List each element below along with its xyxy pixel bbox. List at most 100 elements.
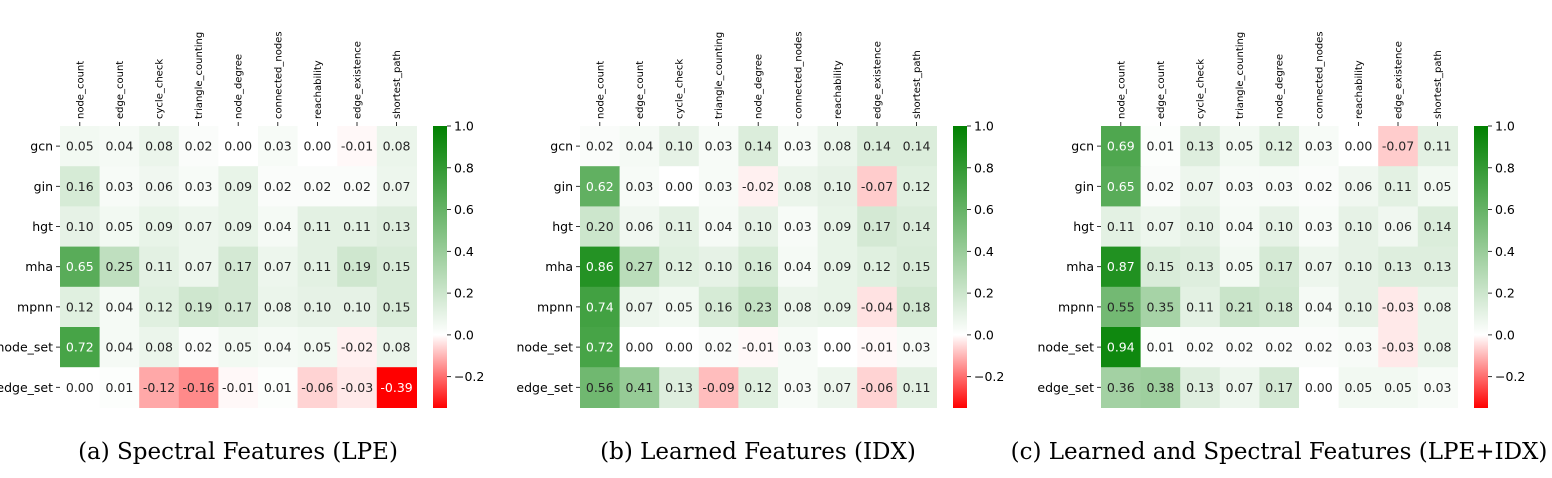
row-label: gin: [34, 179, 53, 194]
heatmap-cell: [738, 327, 779, 368]
column-label: shortest_path: [392, 50, 403, 119]
colorbar-tick-label: 0.0: [1495, 327, 1515, 342]
cell-value-label: 0.05: [1384, 380, 1412, 395]
caption-lpe: (a) Spectral Features (LPE): [78, 439, 398, 465]
cell-value-label: 0.09: [823, 219, 851, 234]
heatmap-cell: [1180, 286, 1221, 328]
cell-value-label: 0.09: [224, 179, 252, 194]
cell-value-label: 0.17: [1265, 259, 1293, 274]
heatmap-cell: [896, 126, 937, 167]
heatmap-cell: [1259, 367, 1300, 408]
cell-value-label: 0.07: [383, 179, 411, 194]
cell-value-label: 0.03: [784, 139, 812, 154]
cell-value-label: 0.35: [1146, 299, 1174, 314]
cell-value-label: 0.06: [1344, 179, 1372, 194]
heatmap-cell: [376, 286, 417, 328]
cell-value-label: 0.03: [625, 179, 653, 194]
cell-value-label: 0.02: [264, 179, 292, 194]
cell-value-label: 0.02: [185, 139, 213, 154]
heatmap-cell: [778, 206, 819, 248]
heatmap-cell: [1378, 246, 1419, 288]
heatmap-cell: [1140, 367, 1181, 408]
column-label: node_degree: [1275, 54, 1286, 119]
cell-value-label: 0.03: [1305, 139, 1333, 154]
heatmap-cell: [1378, 166, 1419, 207]
cell-value-label: 0.23: [744, 299, 772, 314]
cell-value-label: -0.06: [301, 380, 333, 395]
cell-value-label: 0.14: [903, 139, 931, 154]
cell-value-label: 0.10: [665, 139, 693, 154]
cell-value-label: 0.13: [1186, 259, 1214, 274]
heatmap-cell: [1180, 166, 1221, 207]
cell-value-label: 0.11: [145, 259, 173, 274]
cell-value-label: 0.09: [224, 219, 252, 234]
heatmap-panel-lpe: 0.05 0.04 0.08 0.02 0.00 0.03 0.00 -0.01 0.08 0.1…: [0, 31, 484, 408]
heatmap-cell: [376, 166, 417, 207]
cell-value-label: -0.02: [742, 179, 774, 194]
cell-value-label: 0.03: [264, 139, 292, 154]
cell-value-label: 0.02: [1146, 179, 1174, 194]
cell-value-label: 0.27: [625, 259, 653, 274]
heatmap-cell: [178, 367, 219, 408]
cell-value-label: 0.62: [586, 179, 614, 194]
cell-value-label: 0.08: [145, 139, 173, 154]
row-label: gcn: [30, 139, 53, 154]
heatmap-cell: [1259, 206, 1300, 248]
heatmap-cell: [1378, 286, 1419, 328]
cell-value-label: 0.65: [1107, 179, 1135, 194]
cell-value-label: 0.11: [665, 219, 693, 234]
row-label: mha: [545, 259, 573, 274]
heatmap-cell: [376, 367, 417, 408]
colorbar-tick-label: 0.2: [1495, 286, 1515, 301]
cell-value-label: 0.03: [705, 179, 733, 194]
colorbar-tick-label: 0.0: [974, 327, 994, 342]
heatmap-cell: [1259, 246, 1300, 288]
heatmap-cell: [1338, 246, 1379, 288]
cell-value-label: 0.08: [383, 340, 411, 355]
cell-value-label: 0.02: [586, 139, 614, 154]
cell-value-label: 0.18: [903, 299, 931, 314]
row-label: mpnn: [1058, 299, 1094, 314]
heatmap-cell: [1417, 327, 1458, 368]
heatmap-cell: [857, 327, 898, 368]
heatmap-cell: [1180, 327, 1221, 368]
heatmap-cell: [1259, 327, 1300, 368]
cell-value-label: 0.13: [1384, 259, 1412, 274]
colorbar-tick-label: 0.0: [454, 327, 474, 342]
row-label: mpnn: [537, 299, 573, 314]
heatmap-cell: [60, 166, 101, 207]
cell-value-label: 0.55: [1107, 299, 1135, 314]
heatmap-cell: [337, 126, 378, 167]
heatmap-cell: [1338, 367, 1379, 408]
column-label: edge_count: [635, 61, 646, 119]
heatmap-cell: [778, 327, 819, 368]
heatmap-cell: [218, 166, 259, 207]
heatmap-cell: [1101, 286, 1142, 328]
heatmap-cell: [139, 367, 180, 408]
cell-value-label: 0.08: [823, 139, 851, 154]
cell-value-label: 0.02: [1186, 340, 1214, 355]
heatmap-cell: [139, 286, 180, 328]
heatmap-cell: [1299, 327, 1340, 368]
cell-value-label: -0.01: [742, 340, 774, 355]
cell-value-label: 0.04: [1305, 299, 1333, 314]
cell-value-label: 0.20: [586, 219, 614, 234]
cell-value-label: 0.01: [1146, 139, 1174, 154]
cell-value-label: 0.11: [1384, 179, 1412, 194]
heatmap-cell: [139, 206, 180, 248]
heatmap-cell: [1417, 206, 1458, 248]
cell-value-label: 0.00: [224, 139, 252, 154]
heatmap-cell: [1101, 206, 1142, 248]
cell-value-label: 0.38: [1146, 380, 1174, 395]
cell-value-label: 0.13: [383, 219, 411, 234]
cell-value-label: 0.07: [1146, 219, 1174, 234]
heatmap-cell: [139, 166, 180, 207]
heatmap-cell: [337, 166, 378, 207]
heatmap-cell: [139, 327, 180, 368]
cell-value-label: 0.08: [145, 340, 173, 355]
heatmap-cell: [139, 126, 180, 167]
heatmap-cell: [1378, 327, 1419, 368]
cell-value-label: 0.10: [744, 219, 772, 234]
row-label: edge_set: [1037, 380, 1094, 395]
heatmap-cell: [1219, 246, 1260, 288]
